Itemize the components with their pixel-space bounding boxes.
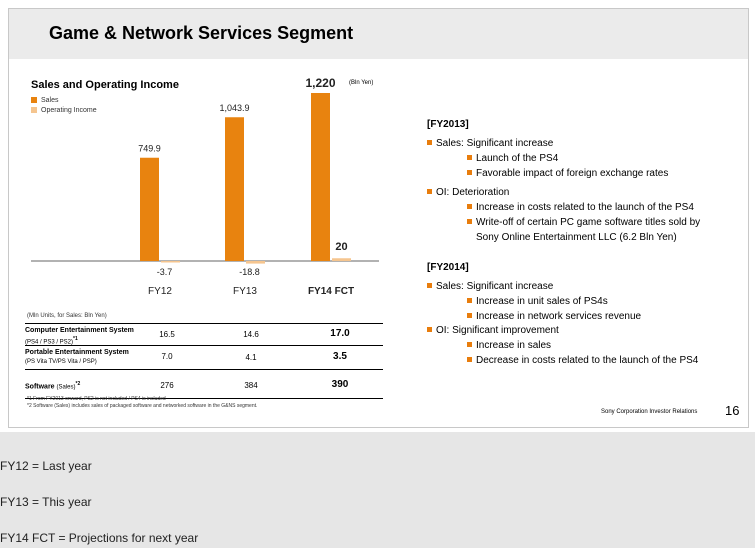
cell-fy12: 276 <box>160 381 174 390</box>
cell-fy12: 16.5 <box>159 330 175 339</box>
fy2014-sales-item: Increase in unit sales of PS4s <box>467 296 608 307</box>
fy2013-sales-item: Favorable impact of foreign exchange rat… <box>467 168 668 179</box>
bar-sales-label: 1,220 <box>305 76 335 90</box>
slide-title: Game & Network Services Segment <box>49 23 354 43</box>
sales-oi-chart: 749.9 1,043.9 1,220 -3.7 -18.8 20 FY12 FY13 FY14… <box>31 76 379 297</box>
cell-fy14: 390 <box>331 379 349 390</box>
legend-oi-label: Operating Income <box>41 107 97 114</box>
legend-sales-label: Sales <box>41 97 59 104</box>
bottom-notes: FY12 = Last year FY13 = This year FY14 F… <box>0 432 755 548</box>
bullet-icon <box>467 170 472 175</box>
bullet-icon <box>467 219 472 224</box>
bullet-icon <box>427 327 432 332</box>
bullet-icon <box>467 155 472 160</box>
bullet-icon <box>467 313 472 318</box>
fy2013-oi-item-cont: Sony Online Entertainment LLC (6.2 Bln Y… <box>476 232 677 243</box>
legend-sales: Sales <box>31 97 59 104</box>
cell-fy14: 17.0 <box>330 328 350 339</box>
legend-oi: Operating Income <box>31 107 97 114</box>
row-label: Computer Entertainment System (PS4 / PS3 … <box>25 327 134 346</box>
footnote-1: *1 From FY2013 onward, PS2 is not includ… <box>27 396 166 402</box>
bullet-icon <box>467 298 472 303</box>
bar-sales-label: 1,043.9 <box>219 103 249 113</box>
fy2013-sales: Sales: Significant increase <box>427 138 553 149</box>
bar-oi <box>332 258 351 261</box>
table-row: Software (Sales)*2 276 384 390 <box>25 369 383 399</box>
row-label: Software (Sales)*2 <box>25 381 81 391</box>
note-fy13: FY13 = This year <box>0 495 92 509</box>
note-fy12: FY12 = Last year <box>0 459 92 473</box>
bar-oi <box>246 261 265 264</box>
fy2013-oi: OI: Deterioration <box>427 187 509 198</box>
bullet-icon <box>467 204 472 209</box>
table-unit-note: (Mln Units, for Sales: Bln Yen) <box>27 313 107 319</box>
bar-oi-label: 20 <box>335 241 347 253</box>
cell-fy13: 4.1 <box>245 353 257 362</box>
unit-note: (Bln Yen) <box>349 80 374 86</box>
title-band <box>9 9 748 59</box>
bar-sales <box>311 93 330 261</box>
chart-title: Sales and Operating Income <box>31 79 179 91</box>
fy2014-oi: OI: Significant improvement <box>427 325 559 336</box>
note-fy14: FY14 FCT = Projections for next year <box>0 531 199 545</box>
fy2014-oi-item: Increase in sales <box>467 340 551 351</box>
cell-fy13: 384 <box>244 381 258 390</box>
fy2014-sales-item: Increase in network services revenue <box>467 311 641 322</box>
bar-oi-label: -3.7 <box>157 267 173 277</box>
legend-oi-swatch <box>31 107 37 113</box>
bar-sales <box>225 117 244 261</box>
bullet-icon <box>467 357 472 362</box>
bullet-icon <box>427 140 432 145</box>
cell-fy14: 3.5 <box>333 351 347 362</box>
fy2014-heading: [FY2014] <box>427 262 469 273</box>
category-label: FY12 <box>148 286 172 297</box>
fy2014-sales: Sales: Significant increase <box>427 281 553 292</box>
fy2013-sales-item: Launch of the PS4 <box>467 153 558 164</box>
category-label: FY13 <box>233 286 257 297</box>
table-row: Portable Entertainment System (PS Vita TV… <box>25 345 383 370</box>
cell-fy12: 7.0 <box>161 352 173 361</box>
fy2013-heading: [FY2013] <box>427 119 469 130</box>
fy2014-oi-item: Decrease in costs related to the launch … <box>467 355 698 366</box>
footnote-2: *2 Software (Sales) includes sales of pa… <box>27 403 258 409</box>
bar-sales-label: 749.9 <box>138 144 161 154</box>
bar-oi <box>161 261 180 263</box>
bullet-icon <box>467 342 472 347</box>
bar-sales <box>140 157 159 261</box>
table-row: Computer Entertainment System (PS4 / PS3 … <box>25 323 383 346</box>
bullet-icon <box>427 189 432 194</box>
slide: Game & Network Services Segment Sales an… <box>8 8 749 428</box>
bar-oi-label: -18.8 <box>239 267 260 277</box>
fy2013-oi-item: Write-off of certain PC game software ti… <box>467 217 700 228</box>
legend-sales-swatch <box>31 97 37 103</box>
page-number: 16 <box>725 403 740 418</box>
footer-company: Sony Corporation Investor Relations <box>601 409 698 415</box>
cell-fy13: 14.6 <box>243 330 259 339</box>
fy2013-oi-item: Increase in costs related to the launch … <box>467 202 694 213</box>
bullet-icon <box>427 283 432 288</box>
row-label: Portable Entertainment System (PS Vita TV… <box>25 349 129 365</box>
category-label: FY14 FCT <box>308 286 354 297</box>
